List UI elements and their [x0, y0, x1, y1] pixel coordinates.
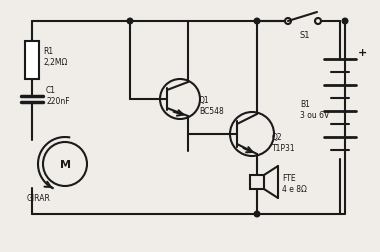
Text: S1: S1: [300, 31, 310, 40]
Circle shape: [127, 19, 133, 25]
Text: R1
2,2MΩ: R1 2,2MΩ: [43, 47, 67, 67]
Bar: [25, 42, 39, 80]
Text: Q2
T1P31: Q2 T1P31: [272, 133, 296, 152]
Text: Q1
BC548: Q1 BC548: [199, 96, 224, 115]
Text: FTE
4 e 8Ω: FTE 4 e 8Ω: [282, 174, 307, 193]
Circle shape: [342, 19, 348, 25]
Bar: [250, 175, 264, 189]
Text: GIRAR: GIRAR: [27, 193, 51, 202]
Text: M: M: [60, 159, 71, 169]
Circle shape: [254, 211, 260, 217]
Text: C1
220nF: C1 220nF: [46, 86, 70, 105]
Text: B1
3 ou 6V: B1 3 ou 6V: [300, 100, 329, 119]
Circle shape: [254, 19, 260, 25]
Text: +: +: [358, 48, 367, 58]
